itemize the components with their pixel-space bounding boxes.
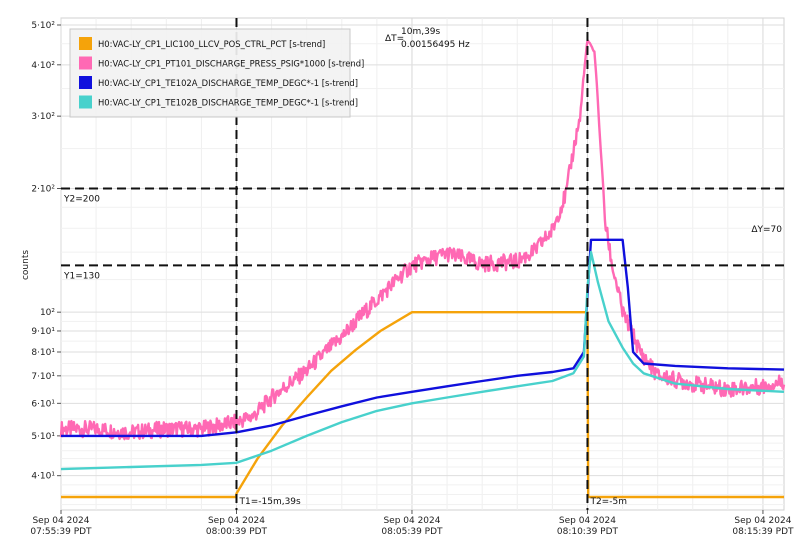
legend-swatch-3 [79, 76, 92, 89]
legend-box [69, 28, 351, 118]
vertical-cursor-label: T1=-15m,39s [238, 497, 301, 507]
legend-label-2: H0:VAC-LY_CP1_PT101_DISCHARGE_PRESS_PSIG… [98, 59, 364, 69]
x-tick-label-time: 08:15:39 PDT [732, 527, 794, 537]
x-tick-label-time: 08:00:39 PDT [206, 527, 268, 537]
y-tick-label: 5·10² [31, 21, 55, 31]
legend-swatch-4 [79, 95, 92, 109]
x-tick-label-date: Sep 04 2024 [208, 516, 265, 526]
legend-label-4: H0:VAC-LY_CP1_TE102B_DISCHARGE_TEMP_DEGC… [98, 98, 358, 108]
delta-t-label: ΔT= [385, 34, 404, 44]
horizontal-cursor-label: Y1=130 [63, 271, 100, 281]
series-line-2 [59, 39, 786, 441]
x-tick-label-date: Sep 04 2024 [32, 516, 89, 526]
y-axis-label: counts [21, 250, 31, 280]
x-tick-label-time: 08:10:39 PDT [557, 527, 619, 537]
series-line-4 [60, 250, 785, 471]
x-tick-label-time: 07:55:39 PDT [30, 527, 92, 537]
x-tick-label-time: 08:05:39 PDT [381, 527, 443, 537]
y-tick-label: 5·10¹ [31, 432, 55, 442]
y-tick-label: 10² [40, 308, 55, 318]
y-tick-label: 9·10¹ [31, 327, 55, 337]
series-line-3 [61, 238, 785, 438]
series-line-1 [61, 311, 784, 499]
legend-swatch-2 [79, 56, 92, 70]
legend-swatch-1 [79, 37, 92, 50]
y-tick-label: 4·10¹ [31, 472, 55, 482]
horizontal-cursor-label: Y2=200 [63, 194, 100, 204]
x-tick-label-date: Sep 04 2024 [734, 516, 791, 526]
delta-y-label: ΔY=70 [751, 225, 782, 235]
y-tick-label: 4·10² [31, 61, 55, 71]
y-tick-label: 6·10¹ [31, 399, 55, 409]
delta-t-duration: 10m,39s [401, 27, 441, 37]
delta-t-frequency: 0.00156495 Hz [401, 40, 470, 50]
y-tick-label: 7·10¹ [31, 372, 55, 382]
legend-label-1: H0:VAC-LY_CP1_LIC100_LLCV_POS_CTRL_PCT [… [98, 39, 325, 49]
y-tick-label: 3·10² [31, 112, 55, 122]
legend-label-3: H0:VAC-LY_CP1_TE102A_DISCHARGE_TEMP_DEGC… [98, 78, 358, 88]
vertical-cursor-label: T2=-5m [589, 497, 627, 507]
y-tick-label: 8·10¹ [31, 348, 55, 358]
y-tick-label: 2·10² [31, 184, 55, 194]
x-tick-label-date: Sep 04 2024 [559, 516, 616, 526]
x-tick-label-date: Sep 04 2024 [383, 516, 440, 526]
